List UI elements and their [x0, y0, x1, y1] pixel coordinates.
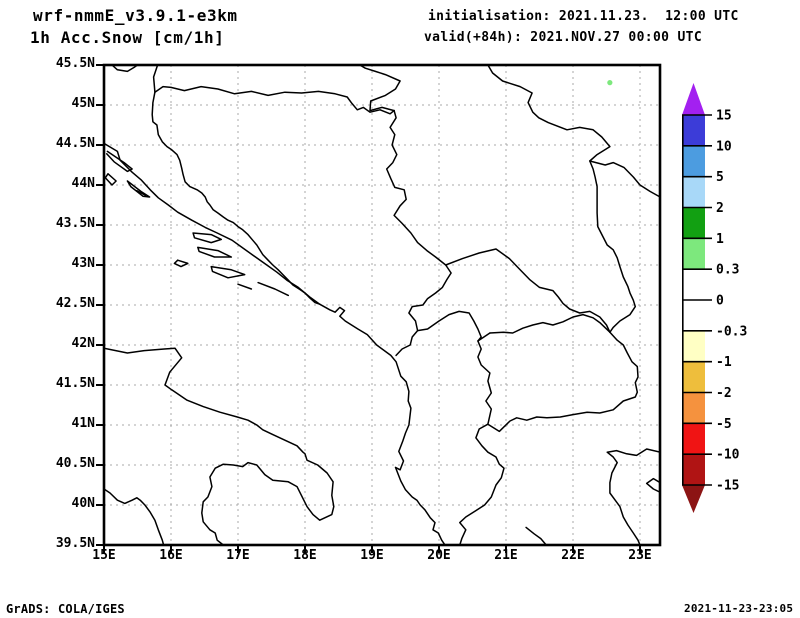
coastline-border-path — [136, 189, 147, 197]
lat-tick-label: 43N — [71, 256, 95, 271]
colorbar: 15 10 5 2 1 0.3 0 -0.3 -1 -2 -5 -10 -15 — [681, 83, 747, 513]
colorbar-tick-label: -0.3 — [716, 324, 747, 339]
snow-accumulation-spot — [607, 80, 613, 86]
coastline-border-path — [257, 281, 290, 297]
colorbar-segment — [682, 176, 705, 208]
lat-tick-label: 44.5N — [55, 136, 95, 151]
colorbar-tick-label: 0.3 — [716, 263, 739, 278]
colorbar-segment — [682, 207, 705, 239]
coastline-border-path — [104, 347, 335, 545]
coastline-border-path — [459, 423, 505, 545]
colorbar-tick-label: 5 — [716, 170, 724, 185]
colorbar-segment — [682, 115, 705, 147]
coastline-border-path — [197, 246, 233, 258]
lat-tick-label: 45.5N — [55, 56, 95, 71]
coastline-border-path — [477, 331, 639, 433]
colorbar-tick-label: 0 — [716, 294, 724, 309]
title-valid-time: valid(+84h): 2021.NOV.27 00:00 UTC — [424, 30, 703, 45]
coastline-border-path — [152, 65, 395, 115]
colorbar-segment — [682, 269, 705, 301]
title-product: 1h Acc.Snow [cm/1h] — [30, 28, 225, 47]
colorbar-tick-label: -5 — [716, 417, 732, 432]
coastline-border-path — [237, 283, 253, 290]
colorbar-arrow-down — [682, 485, 705, 513]
lon-tick-label: 19E — [360, 548, 384, 563]
lat-tick-label: 41.5N — [55, 376, 95, 391]
coastline-border-path — [487, 65, 660, 198]
map-outlines — [104, 65, 660, 545]
coastline-border-path — [416, 310, 482, 342]
coastline-border-path — [489, 313, 611, 334]
coastline-border-path — [525, 526, 547, 545]
coastline-border-path — [104, 142, 446, 545]
coastline-border-path — [210, 265, 246, 279]
colorbar-segment — [682, 330, 705, 363]
lat-tick-label: 44N — [71, 176, 95, 191]
coastline-border-path — [104, 488, 165, 545]
coastline-border-path — [359, 65, 401, 112]
lat-tick-label: 41N — [71, 416, 95, 431]
colorbar-segment — [682, 423, 705, 455]
coastline-border-path — [104, 173, 117, 186]
colorbar-segment — [682, 238, 705, 270]
colorbar-segment — [682, 392, 705, 424]
lon-tick-label: 16E — [159, 548, 183, 563]
colorbar-arrow-up — [682, 83, 705, 115]
colorbar-segment — [682, 361, 705, 393]
lat-tick-label: 39.5N — [55, 536, 95, 551]
coastline-border-path — [192, 232, 223, 244]
lat-tick-label: 42.5N — [55, 296, 95, 311]
colorbar-tick-label: -2 — [716, 386, 732, 401]
coastline-border-path — [645, 477, 660, 493]
lat-tick-label: 43.5N — [55, 216, 95, 231]
gridlines — [104, 65, 660, 545]
lon-tick-label: 18E — [293, 548, 317, 563]
coastline-border-path — [151, 91, 321, 305]
coastline-border-path — [173, 259, 189, 268]
title-model: wrf-nmmE_v3.9.1-e3km — [33, 6, 238, 25]
colorbar-tick-label: 10 — [716, 139, 732, 154]
coastline-border-path — [111, 65, 139, 73]
lon-tick-label: 17E — [226, 548, 250, 563]
colorbar-tick-label: -1 — [716, 355, 732, 370]
coastline-border-path — [126, 180, 151, 198]
colorbar-segment — [682, 300, 705, 332]
lat-tick-label: 45N — [71, 96, 95, 111]
coastline-border-path — [444, 248, 611, 333]
lon-tick-label: 20E — [427, 548, 451, 563]
footer-grads-credit: GrADS: COLA/IGES — [6, 602, 125, 616]
colorbar-segment — [682, 145, 705, 178]
colorbar-tick-label: 15 — [716, 109, 732, 124]
lon-tick-label: 21E — [494, 548, 518, 563]
colorbar-tick-label: 1 — [716, 232, 724, 247]
title-initialisation: initialisation: 2021.11.23. 12:00 UTC — [428, 9, 739, 24]
coastline-border-path — [385, 109, 452, 357]
lon-tick-label: 15E — [92, 548, 116, 563]
colorbar-tick-label: -15 — [716, 479, 739, 494]
axis-ticks — [96, 64, 641, 553]
footer-timestamp: 2021-11-23-23:05 — [684, 602, 794, 615]
lon-tick-label: 23E — [628, 548, 652, 563]
colorbar-tick-label: -10 — [716, 448, 740, 463]
lat-tick-label: 40N — [71, 496, 95, 511]
coastline-border-path — [606, 448, 660, 545]
coastline-border-path — [105, 150, 133, 173]
coastline-border-path — [589, 160, 637, 333]
lat-tick-label: 40.5N — [55, 456, 95, 471]
colorbar-segment — [682, 454, 705, 486]
lat-tick-label: 42N — [71, 336, 95, 351]
colorbar-tick-label: 2 — [716, 201, 724, 216]
lon-tick-label: 22E — [561, 548, 585, 563]
